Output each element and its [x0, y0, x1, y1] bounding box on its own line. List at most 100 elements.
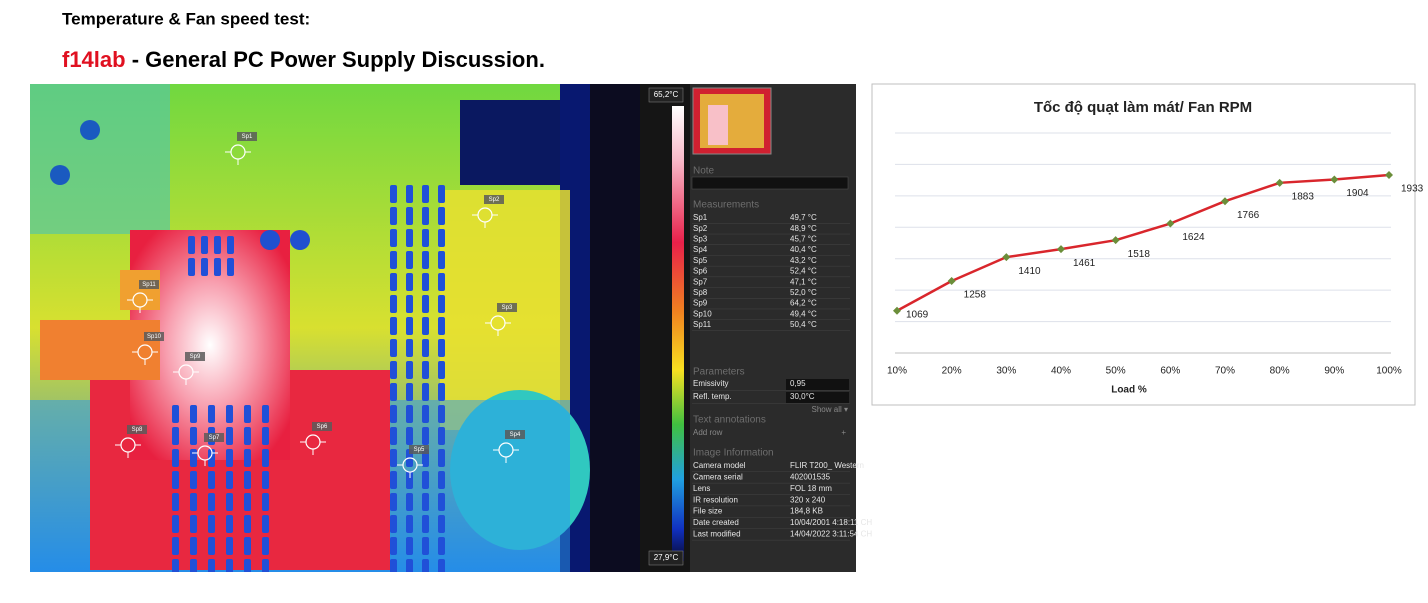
heatsink-fin: [172, 515, 179, 533]
x-tick-label: 50%: [1106, 366, 1126, 377]
measurement-label: Sp5: [693, 256, 708, 265]
spot-label-box: [204, 433, 224, 442]
side-panel: [690, 84, 856, 572]
data-label: 1624: [1182, 232, 1205, 243]
heatsink-fin: [438, 493, 445, 511]
heatsink-fin: [438, 405, 445, 423]
measurement-label: Sp2: [693, 224, 708, 233]
heatsink-fin: [226, 405, 233, 423]
x-tick-label: 70%: [1215, 366, 1235, 377]
info-value: 184,8 KB: [790, 507, 823, 516]
heatsink-fin: [406, 229, 413, 247]
heatsink-fin: [226, 427, 233, 445]
heatsink-fin: [244, 515, 251, 533]
info-value: 14/04/2022 3:11:54 CH: [790, 530, 872, 539]
measurements-heading: Measurements: [693, 200, 759, 211]
add-row[interactable]: Add row: [693, 428, 723, 437]
site-name: f14lab: [62, 47, 126, 72]
x-tick-label: 10%: [887, 366, 907, 377]
heatsink-fin: [422, 251, 429, 269]
heatsink-fin: [227, 258, 234, 276]
chart-frame: [871, 83, 1416, 406]
spot-label: Sp11: [142, 282, 156, 288]
heatsink-fin: [406, 317, 413, 335]
heatsink-fin: [226, 515, 233, 533]
heatsink-fin: [438, 383, 445, 401]
measurement-value: 49,7 °C: [790, 213, 817, 222]
parameters-heading: Parameters: [693, 367, 745, 378]
heatsink-fin: [390, 295, 397, 313]
heatsink-fin: [226, 559, 233, 572]
page-title: Temperature & Fan speed test:: [62, 9, 310, 28]
spot-label-box: [497, 303, 517, 312]
heatsink-fin: [390, 361, 397, 379]
measurement-label: Sp3: [693, 235, 708, 244]
spot-label: Sp3: [502, 305, 513, 311]
heatsink-fin: [172, 559, 179, 572]
heatsink-fin: [422, 559, 429, 572]
spot-label: Sp6: [317, 424, 328, 430]
color-scale: [672, 106, 684, 561]
scale-max: 65,2°C: [654, 90, 679, 99]
spot-label-box: [237, 132, 257, 141]
heatsink-fin: [406, 361, 413, 379]
info-label: Camera model: [693, 461, 746, 470]
marker: [1330, 175, 1339, 184]
measurement-label: Sp10: [693, 309, 712, 318]
x-tick-label: 80%: [1270, 366, 1290, 377]
spot-label: Sp5: [414, 447, 425, 453]
heatsink-fin: [390, 229, 397, 247]
heatsink-fin: [406, 405, 413, 423]
heatsink-fin: [226, 449, 233, 467]
marker: [1057, 245, 1065, 254]
spot-crosshair: [115, 444, 141, 458]
heatsink-fin: [208, 537, 215, 555]
heatsink-fin: [406, 339, 413, 357]
heatsink-fin: [190, 471, 197, 489]
spot-crosshair: [485, 322, 511, 336]
heatsink-fin: [390, 515, 397, 533]
measurement-value: 50,4 °C: [790, 320, 817, 329]
parameter-field: [786, 379, 849, 390]
info-heading: Image Information: [693, 448, 774, 459]
measurement-value: 52,0 °C: [790, 288, 817, 297]
heatsink-fin: [190, 515, 197, 533]
heatsink-fin: [422, 471, 429, 489]
x-tick-label: 30%: [996, 366, 1016, 377]
heatsink-fin: [172, 427, 179, 445]
heatsink-fin: [244, 559, 251, 572]
spot-crosshair: [173, 371, 199, 385]
heatsink-fin: [226, 493, 233, 511]
show-all[interactable]: Show all ▾: [812, 405, 848, 414]
heatsink-fin: [262, 515, 269, 533]
heatsink-fin: [422, 537, 429, 555]
add-icon[interactable]: +: [841, 428, 846, 437]
info-label: File size: [693, 507, 723, 516]
data-label: 1518: [1128, 249, 1151, 260]
heatsink-fin: [188, 236, 195, 254]
measurement-label: Sp4: [693, 245, 708, 254]
info-value: FLIR T200_ Western: [790, 461, 864, 470]
heatsink-fin: [390, 493, 397, 511]
heatsink-fin: [390, 273, 397, 291]
note-input[interactable]: [691, 176, 849, 190]
data-label: 1410: [1018, 266, 1041, 277]
heatsink-fin: [406, 515, 413, 533]
heatsink-fin: [244, 449, 251, 467]
spot-label-box: [312, 422, 332, 431]
heatsink-fin: [208, 471, 215, 489]
measurement-value: 45,7 °C: [790, 235, 817, 244]
heatsink-fin: [438, 427, 445, 445]
heatsink-fin: [406, 295, 413, 313]
info-label: Lens: [693, 484, 710, 493]
marker: [1385, 170, 1393, 179]
heatsink-fin: [438, 207, 445, 225]
heatsink-fin: [422, 339, 429, 357]
heatsink-fin: [390, 251, 397, 269]
spot-crosshair: [472, 214, 498, 228]
info-label: Camera serial: [693, 473, 743, 482]
spot-label-box: [505, 430, 525, 439]
heatsink-fin: [172, 537, 179, 555]
heatsink-fin: [422, 273, 429, 291]
